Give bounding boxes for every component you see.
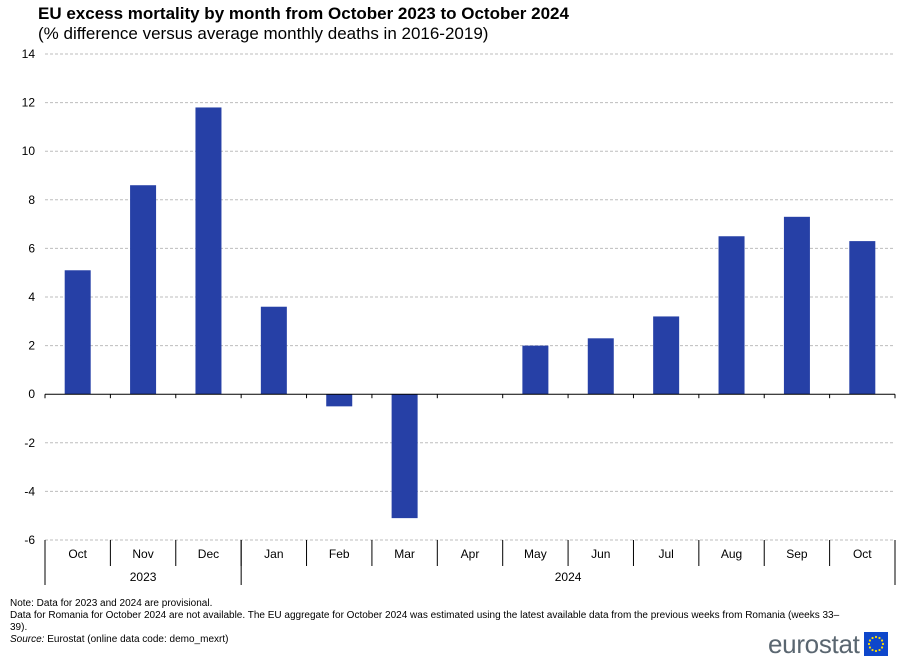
source-label: Source: xyxy=(10,634,45,645)
x-tick-label: Jun xyxy=(591,547,610,561)
source-text: Eurostat (online data code: demo_mexrt) xyxy=(44,634,229,645)
x-tick-label: Sep xyxy=(786,547,808,561)
x-tick-label: Apr xyxy=(461,547,480,561)
logo-text: eurostat xyxy=(768,628,860,659)
x-tick-label: Oct xyxy=(853,547,872,561)
flag-star xyxy=(870,636,874,640)
year-label: 2023 xyxy=(130,570,157,584)
x-tick-label: Mar xyxy=(394,547,415,561)
y-axis-ticks: 14 12 10 8 6 4 2 0 -2 -4 -6 xyxy=(22,47,36,547)
flag-star xyxy=(874,635,877,639)
y-tick-label: 6 xyxy=(28,241,35,255)
y-tick-label: 14 xyxy=(22,47,36,61)
y-tick-label: -2 xyxy=(24,436,35,450)
y-tick-label: 4 xyxy=(28,290,35,304)
y-tick-label: 0 xyxy=(28,387,35,401)
flag-star xyxy=(881,642,884,646)
chart-title: EU excess mortality by month from Octobe… xyxy=(38,4,569,23)
chart-notes: Note: Data for 2023 and 2024 are provisi… xyxy=(10,598,850,646)
bar xyxy=(195,107,222,395)
bar xyxy=(522,345,549,395)
x-tick-label: Dec xyxy=(198,547,219,561)
source-line: Source: Eurostat (online data code: demo… xyxy=(10,634,850,646)
bar xyxy=(326,394,353,407)
y-tick-label: 10 xyxy=(22,144,36,158)
y-tick-label: 12 xyxy=(22,96,36,110)
x-tick-label: Jul xyxy=(658,547,673,561)
flag-star xyxy=(867,642,870,646)
x-tick-label: Aug xyxy=(721,547,742,561)
bar xyxy=(260,306,287,395)
x-tick-label: May xyxy=(524,547,547,561)
flag-star xyxy=(874,649,877,653)
grid-lines xyxy=(45,53,895,541)
x-tick-label: Feb xyxy=(329,547,350,561)
y-tick-label: 2 xyxy=(28,339,35,353)
chart-subtitle: (% difference versus average monthly dea… xyxy=(38,24,489,43)
flag-star xyxy=(877,636,881,640)
bar-chart: 14 12 10 8 6 4 2 0 -2 -4 -6 Oct Nov Dec Jan Feb Mar Apr M… xyxy=(22,47,896,585)
flag-star xyxy=(868,639,871,642)
bar xyxy=(391,394,418,519)
eu-flag-icon xyxy=(863,632,888,656)
y-tick-label: 8 xyxy=(28,193,35,207)
y-tick-label: -4 xyxy=(24,484,35,498)
note-romania: Data for Romania for October 2024 are no… xyxy=(10,610,840,633)
bar xyxy=(64,270,91,395)
bar xyxy=(587,338,614,395)
x-axis: Oct Nov Dec Jan Feb Mar Apr May Jun Jul Aug Sep Oct 2… xyxy=(44,393,896,585)
bar xyxy=(653,316,680,395)
bar xyxy=(849,241,876,395)
bars xyxy=(64,107,876,519)
eurostat-logo: eurostat xyxy=(768,628,888,659)
bar xyxy=(130,185,157,395)
flag-star xyxy=(880,646,883,649)
x-tick-label: Oct xyxy=(68,547,87,561)
note-provisional: Note: Data for 2023 and 2024 are provisi… xyxy=(10,598,213,609)
flag-star xyxy=(877,648,881,652)
x-tick-label: Jan xyxy=(264,547,283,561)
year-label: 2024 xyxy=(555,570,582,584)
bar xyxy=(718,236,745,395)
flag-star xyxy=(880,639,883,642)
flag-star xyxy=(868,646,871,649)
y-tick-label: -6 xyxy=(24,533,35,547)
bar xyxy=(783,216,810,395)
flag-star xyxy=(870,648,874,652)
x-tick-label: Nov xyxy=(132,547,153,561)
